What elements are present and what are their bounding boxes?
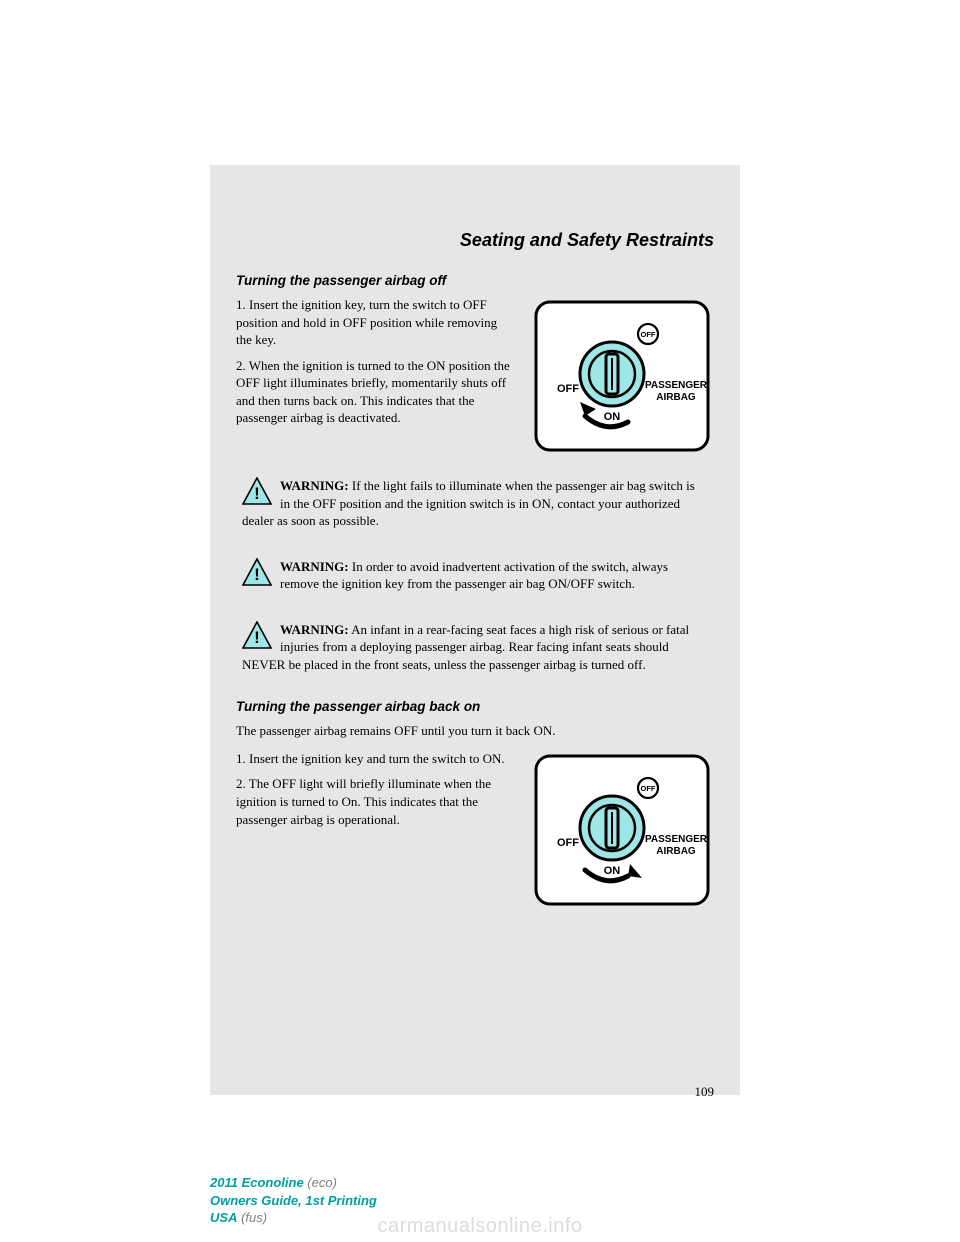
section1-heading: Turning the passenger airbag off bbox=[236, 273, 714, 288]
diagram-airbag-label: AIRBAG bbox=[656, 392, 696, 403]
section2-text: 1. Insert the ignition key and turn the … bbox=[236, 750, 516, 915]
watermark: carmanualsonline.info bbox=[0, 1215, 960, 1238]
warning-icon: ! bbox=[242, 558, 272, 591]
section1-step1: 1. Insert the ignition key, turn the swi… bbox=[236, 296, 516, 349]
section2-heading: Turning the passenger airbag back on bbox=[236, 699, 714, 714]
section2-step1: 1. Insert the ignition key and turn the … bbox=[236, 750, 516, 768]
page-number: 109 bbox=[210, 1084, 740, 1100]
footer-guide: Owners Guide, 1st Printing bbox=[210, 1192, 377, 1210]
diagram-off-led-label: OFF bbox=[641, 330, 656, 339]
diagram-on-label: ON bbox=[604, 411, 621, 423]
warning-icon: ! bbox=[242, 621, 272, 654]
section2-intro: The passenger airbag remains OFF until y… bbox=[236, 722, 714, 740]
diagram-off-label: OFF bbox=[557, 383, 579, 395]
section1-text: 1. Insert the ignition key, turn the swi… bbox=[236, 296, 516, 461]
warning-label: WARNING: bbox=[280, 622, 349, 637]
warning-box-1: ! WARNING: If the light fails to illumin… bbox=[236, 471, 714, 538]
airbag-switch-diagram-on: OFF OFF ON PASSENGER AIRBAG bbox=[530, 750, 714, 915]
footer-model-suffix: (eco) bbox=[304, 1175, 337, 1190]
diagram-passenger-label: PASSENGER bbox=[645, 380, 708, 391]
warning-label: WARNING: bbox=[280, 478, 349, 493]
warning-box-3: ! WARNING: An infant in a rear-facing se… bbox=[236, 615, 714, 682]
airbag-switch-diagram-off: OFF OFF ON PASSENGER AIRBAG bbox=[530, 296, 714, 461]
footer-model: 2011 Econoline bbox=[210, 1175, 304, 1190]
svg-text:OFF: OFF bbox=[557, 837, 579, 849]
warning-label: WARNING: bbox=[280, 559, 349, 574]
svg-text:ON: ON bbox=[604, 865, 621, 877]
svg-text:!: ! bbox=[254, 484, 260, 503]
svg-text:!: ! bbox=[254, 565, 260, 584]
svg-text:OFF: OFF bbox=[641, 784, 656, 793]
page-content: Seating and Safety Restraints Turning th… bbox=[210, 230, 740, 923]
section2-row: 1. Insert the ignition key and turn the … bbox=[236, 750, 714, 915]
svg-text:PASSENGER: PASSENGER bbox=[645, 834, 708, 845]
section1-row: 1. Insert the ignition key, turn the swi… bbox=[236, 296, 714, 461]
section1-step2: 2. When the ignition is turned to the ON… bbox=[236, 357, 516, 427]
warning-box-2: ! WARNING: In order to avoid inadvertent… bbox=[236, 552, 714, 601]
section-header: Seating and Safety Restraints bbox=[236, 230, 714, 251]
section2-step2: 2. The OFF light will briefly illuminate… bbox=[236, 775, 516, 828]
svg-text:!: ! bbox=[254, 628, 260, 647]
warning-icon: ! bbox=[242, 477, 272, 510]
svg-text:AIRBAG: AIRBAG bbox=[656, 846, 696, 857]
